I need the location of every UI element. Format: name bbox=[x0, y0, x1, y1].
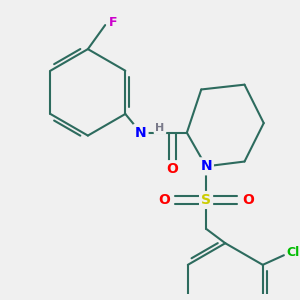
Text: Cl: Cl bbox=[287, 246, 300, 259]
Text: H: H bbox=[155, 123, 165, 133]
Text: N: N bbox=[200, 159, 212, 173]
Text: S: S bbox=[201, 193, 211, 207]
Text: O: O bbox=[167, 162, 178, 176]
Text: N: N bbox=[135, 126, 146, 140]
Text: O: O bbox=[158, 193, 170, 207]
Text: O: O bbox=[242, 193, 254, 207]
Text: F: F bbox=[109, 16, 117, 29]
